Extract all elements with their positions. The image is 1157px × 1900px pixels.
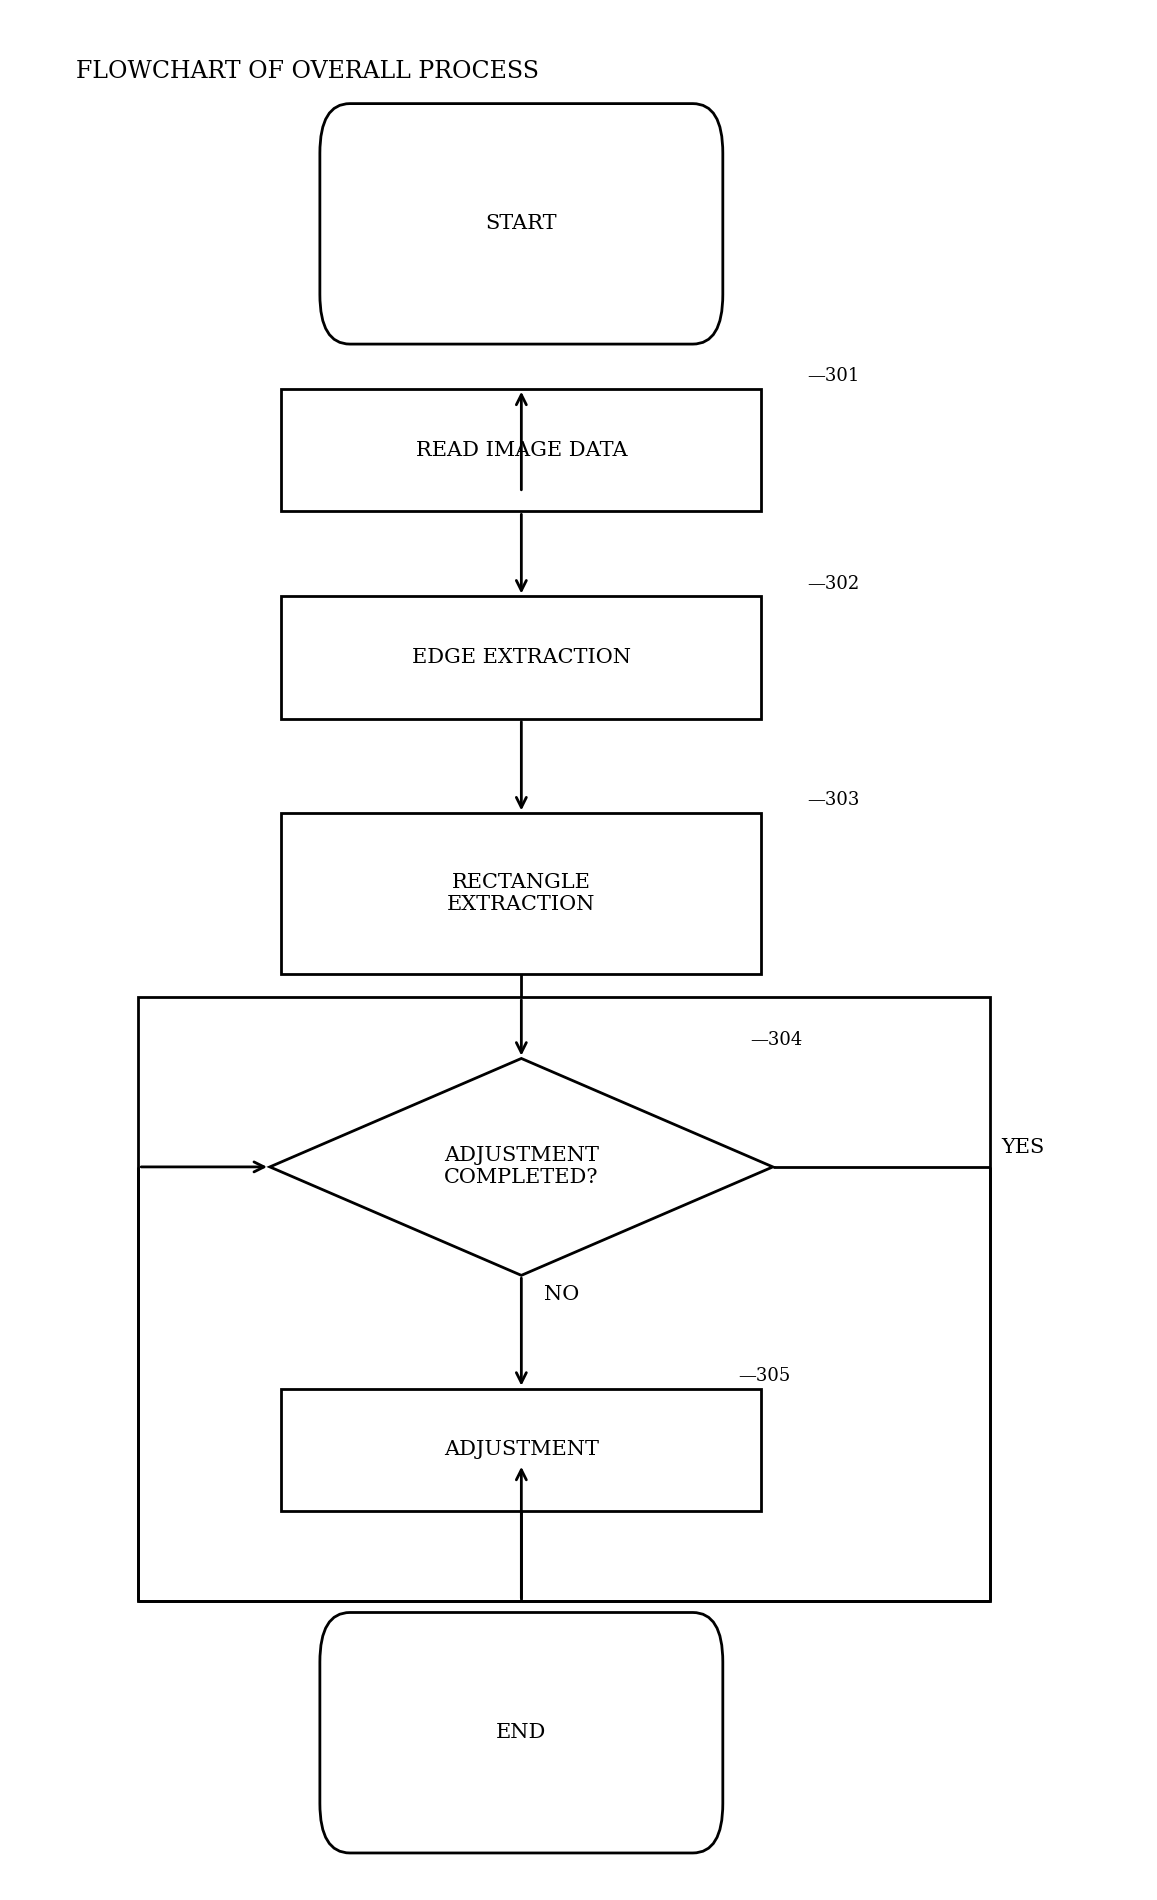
Text: END: END xyxy=(496,1723,546,1742)
Text: START: START xyxy=(486,215,558,234)
Text: —301: —301 xyxy=(808,367,860,386)
Text: —302: —302 xyxy=(808,574,860,593)
Polygon shape xyxy=(270,1058,773,1275)
Text: FLOWCHART OF OVERALL PROCESS: FLOWCHART OF OVERALL PROCESS xyxy=(75,59,538,84)
Bar xyxy=(281,597,761,718)
Bar xyxy=(281,390,761,511)
Text: ADJUSTMENT: ADJUSTMENT xyxy=(444,1440,599,1459)
Text: YES: YES xyxy=(1002,1138,1045,1157)
Text: —303: —303 xyxy=(808,792,860,809)
Bar xyxy=(281,1389,761,1510)
Text: —305: —305 xyxy=(738,1366,790,1385)
Bar xyxy=(281,813,761,973)
Text: EDGE EXTRACTION: EDGE EXTRACTION xyxy=(412,648,631,667)
FancyBboxPatch shape xyxy=(319,1613,723,1852)
Text: —304: —304 xyxy=(750,1032,802,1049)
Bar xyxy=(139,998,990,1600)
Text: RECTANGLE
EXTRACTION: RECTANGLE EXTRACTION xyxy=(447,872,596,914)
Text: NO: NO xyxy=(544,1284,580,1303)
FancyBboxPatch shape xyxy=(319,104,723,344)
Text: READ IMAGE DATA: READ IMAGE DATA xyxy=(415,441,627,460)
Text: ADJUSTMENT
COMPLETED?: ADJUSTMENT COMPLETED? xyxy=(444,1146,599,1188)
